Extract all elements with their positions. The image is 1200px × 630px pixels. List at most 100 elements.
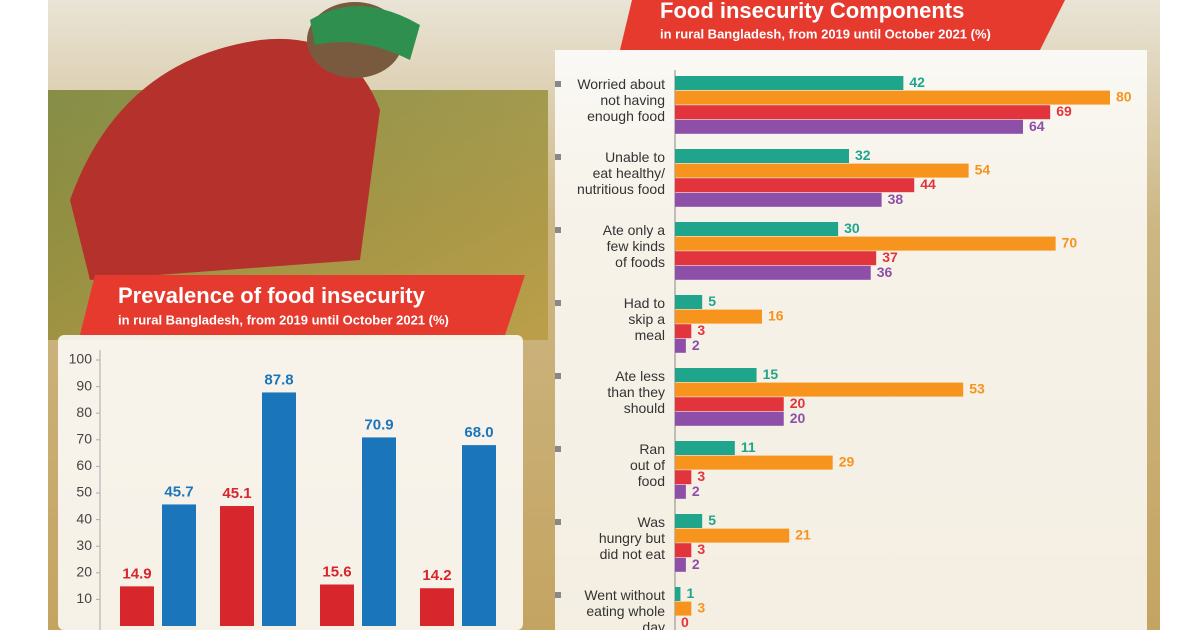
value-label: 14.9 [122,565,151,582]
bar [675,265,871,280]
y-tick-label: 70 [76,431,92,447]
value-label: 80 [1116,89,1132,105]
right-title: Food insecurity Components [660,0,964,23]
value-label: 2 [692,483,700,499]
value-label: 45.1 [222,485,251,502]
value-label: 36 [877,264,893,280]
value-label: 44 [920,176,936,192]
bar [420,588,454,626]
value-label: 70 [1062,235,1078,251]
bar [675,149,849,163]
category-label: Ate less than they should [607,368,665,416]
category-label: Had to skip a meal [623,295,665,343]
value-label: 20 [790,410,806,426]
bar [675,119,1023,134]
bar [675,222,839,236]
value-label: 2 [692,556,700,572]
y-tick-label: 100 [69,351,93,367]
value-label: 69 [1056,103,1072,119]
value-label: 2 [692,337,700,353]
category-label: Went without eating whole day [584,587,665,630]
bar [262,392,296,626]
category-bullet [555,81,561,87]
bar [675,455,833,470]
value-label: 3 [697,600,705,616]
value-label: 87.8 [264,371,293,388]
value-label: 15 [763,366,779,382]
bar [362,437,396,626]
value-label: 32 [855,147,871,163]
bar [675,484,686,499]
left-title-ribbon [80,275,525,335]
bar [675,76,904,90]
farmer-shirt [70,38,380,281]
bar [675,192,882,207]
value-label: 68.0 [464,424,493,441]
value-label: 37 [882,249,898,265]
value-label: 3 [697,322,705,338]
category-bullet [555,373,561,379]
category-label: Was hungry but did not eat [598,514,665,562]
bar [675,382,964,397]
category-label: Worried about not having enough food [577,76,665,124]
bar [675,90,1110,105]
bar [675,368,757,382]
bar [675,324,692,339]
value-label: 0 [681,614,689,630]
category-bullet [555,227,561,233]
y-tick-label: 10 [76,590,92,606]
bar [675,470,692,485]
value-label: 53 [969,381,985,397]
value-label: 64 [1029,118,1045,134]
bar [675,178,915,193]
value-label: 42 [909,74,925,90]
value-label: 1 [686,585,694,601]
bar [675,397,784,412]
left-title: Prevalence of food insecurity [118,283,426,308]
farmer-cap [310,6,420,60]
value-label: 3 [697,541,705,557]
category-bullet [555,519,561,525]
bar [675,309,762,324]
bar [462,445,496,626]
category-label: Ran out of food [629,441,665,489]
bar [675,601,692,616]
bar [675,295,703,309]
bar [320,584,354,626]
bar [675,105,1051,120]
value-label: 20 [790,395,806,411]
y-tick-label: 50 [76,484,92,500]
y-tick-label: 90 [76,377,92,393]
category-label: Unable to eat healthy/ nutritious food [577,149,665,197]
bar [675,587,681,601]
category-bullet [555,592,561,598]
value-label: 38 [888,191,904,207]
value-label: 3 [697,468,705,484]
y-tick-label: 20 [76,564,92,580]
y-tick-label: 40 [76,510,92,526]
y-tick-label: 30 [76,537,92,553]
right-panel [555,50,1147,630]
value-label: 54 [975,162,991,178]
bar [675,338,686,353]
bar [675,163,969,178]
value-label: 21 [795,527,811,543]
value-label: 11 [741,439,756,455]
value-label: 45.7 [164,483,193,500]
bar [675,543,692,558]
bar [675,514,703,528]
category-bullet [555,446,561,452]
bar [220,506,254,626]
bar [675,236,1056,251]
right-title-ribbon [620,0,1065,50]
category-label: Ate only a few kinds of foods [602,222,665,270]
category-bullet [555,300,561,306]
bar [675,557,686,572]
value-label: 29 [839,454,855,470]
right-subtitle: in rural Bangladesh, from 2019 until Oct… [660,26,991,41]
value-label: 16 [768,308,784,324]
value-label: 5 [708,512,716,528]
value-label: 5 [708,293,716,309]
